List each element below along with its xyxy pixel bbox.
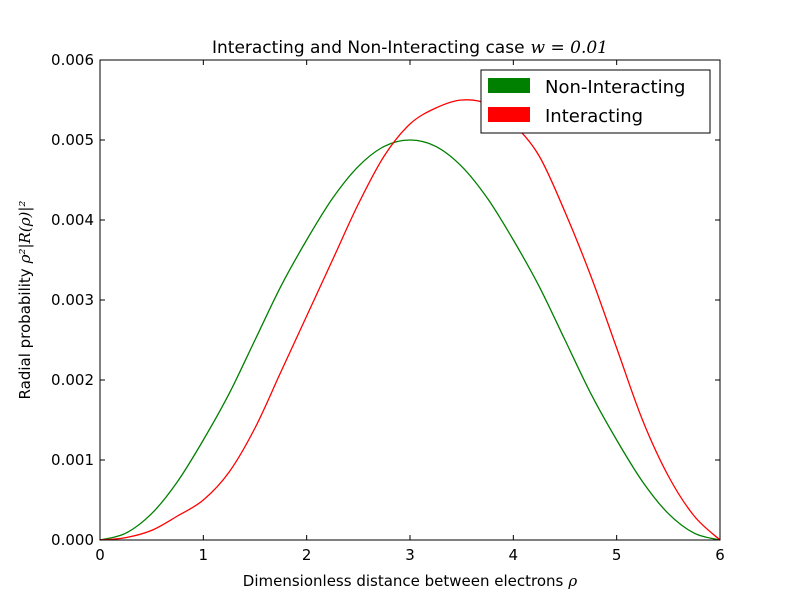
legend: Non-Interacting Interacting [480, 69, 711, 134]
y-tick-label: 0.001 [51, 451, 94, 469]
legend-label-interacting: Interacting [545, 106, 643, 127]
x-tick-label: 2 [302, 546, 312, 564]
x-tick-label: 1 [199, 546, 209, 564]
x-axis-label: Dimensionless distance between electrons… [243, 572, 578, 590]
series-line-non-interacting [99, 139, 721, 541]
y-tick-label: 0.003 [51, 291, 94, 309]
y-tick-label: 0.000 [51, 531, 94, 549]
x-tick-label: 4 [509, 546, 519, 564]
legend-label-non-interacting: Non-Interacting [545, 77, 685, 98]
y-tick-label: 0.002 [51, 371, 94, 389]
x-tick-label: 6 [715, 546, 725, 564]
y-tick-label: 0.004 [51, 211, 94, 229]
y-tick-label: 0.006 [51, 51, 94, 69]
x-tick-label: 3 [405, 546, 415, 564]
series-line-interacting [99, 99, 721, 541]
x-tick-label: 0 [95, 546, 105, 564]
chart-title: Interacting and Non-Interacting case w = … [212, 38, 608, 58]
y-tick-label: 0.005 [51, 131, 94, 149]
x-ticks: 0 1 2 3 4 5 6 [95, 60, 725, 564]
y-axis-label: Radial probabilityρ²|R(ρ)|² [16, 201, 34, 400]
x-tick-label: 5 [612, 546, 622, 564]
series-layer [99, 99, 721, 541]
y-ticks: 0.000 0.001 0.002 0.003 0.004 0.005 0.006 [51, 51, 720, 549]
legend-swatch-non-interacting [488, 78, 530, 93]
legend-swatch-interacting [488, 107, 530, 122]
